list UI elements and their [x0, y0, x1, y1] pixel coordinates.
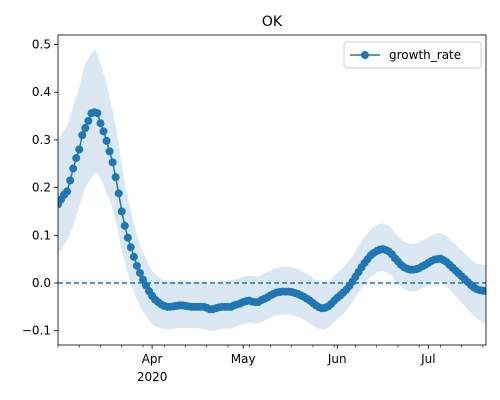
data-point [108, 158, 117, 167]
x-tick-label: Jun [327, 352, 347, 366]
x-tick-label: Apr [142, 352, 163, 366]
data-point [129, 252, 138, 261]
data-point [132, 261, 141, 270]
data-point [69, 164, 78, 173]
x-tick-label: May [231, 352, 256, 366]
data-point [72, 154, 81, 163]
data-point [63, 187, 72, 196]
data-point [99, 127, 108, 136]
y-tick-label: 0.1 [32, 228, 51, 242]
y-tick-label: 0.5 [32, 38, 51, 52]
y-tick-label: 0.0 [32, 276, 51, 290]
data-point [117, 207, 126, 216]
data-point [482, 287, 486, 296]
data-point [84, 116, 93, 125]
data-point [120, 221, 129, 230]
plot-area [58, 49, 486, 331]
data-point [81, 124, 90, 132]
data-point [66, 176, 75, 185]
y-tick-label: −0.1 [22, 324, 51, 338]
data-point [96, 119, 105, 128]
data-point [102, 136, 111, 145]
confidence-band [58, 49, 486, 331]
data-point [123, 233, 132, 242]
x-tick-sublabel: 2020 [137, 370, 168, 384]
y-tick-label: 0.2 [32, 181, 51, 195]
legend: growth_rate [343, 41, 482, 69]
data-point [111, 173, 120, 182]
data-point [78, 131, 87, 140]
y-tick-label: 0.3 [32, 133, 51, 147]
axes: −0.1 0.0 0.1 0.2 0.3 0.4 0.5 Apr 2020 May Jun Jul [22, 34, 487, 384]
x-tick-label: Jul [420, 352, 435, 366]
legend-box [343, 41, 482, 69]
legend-marker [361, 51, 369, 59]
data-point [126, 243, 135, 252]
plot-inner [58, 49, 486, 331]
data-point [135, 268, 144, 277]
chart-title: OK [262, 14, 283, 30]
legend-label: growth_rate [389, 48, 461, 62]
y-tick-label: 0.4 [32, 85, 51, 99]
plot-frame [57, 34, 487, 346]
data-point [114, 189, 123, 198]
data-point [75, 145, 84, 154]
data-point [105, 147, 114, 156]
data-point [93, 109, 102, 118]
